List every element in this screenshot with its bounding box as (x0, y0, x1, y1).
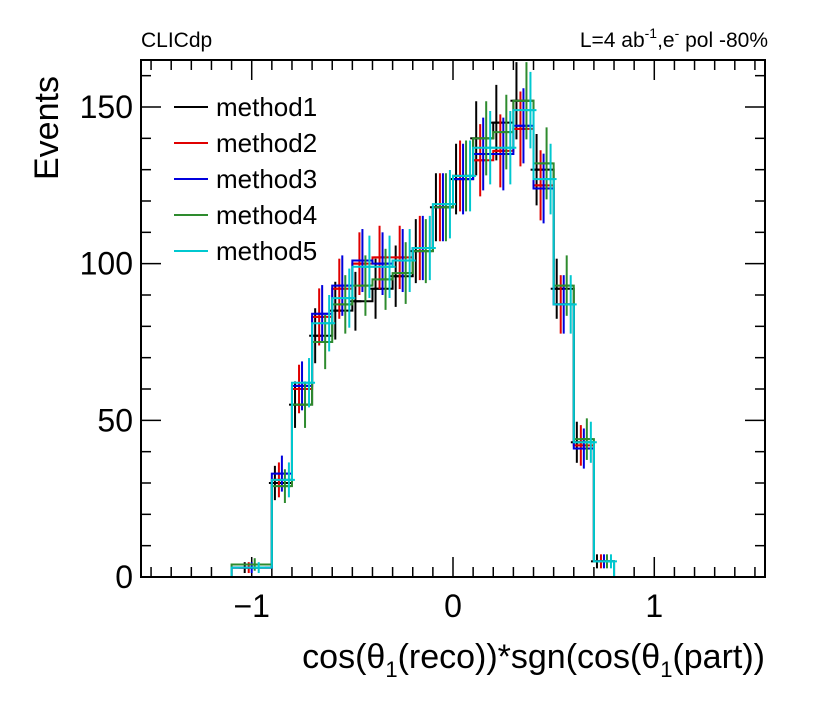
legend-label-method2: method2 (216, 128, 317, 158)
histogram-line-method3 (141, 124, 635, 578)
histogram-line-method5 (141, 109, 635, 578)
y-tick-label: 150 (80, 89, 133, 125)
header-left: CLICdp (141, 29, 212, 52)
legend-label-method5: method5 (216, 236, 317, 266)
plot-frame (140, 59, 766, 578)
x-tick-label: −1 (233, 588, 269, 624)
y-axis-title: Events (28, 76, 66, 180)
legend-label-method3: method3 (216, 164, 317, 194)
y-tick-label: 0 (115, 559, 133, 595)
legend-label-method4: method4 (216, 200, 317, 230)
histogram-line-method2 (141, 127, 635, 578)
y-tick-label: 50 (97, 402, 133, 438)
x-axis-title: cos(θ1(reco))*sgn(cos(θ1(part)) (302, 638, 765, 682)
x-tick-label: 0 (444, 588, 462, 624)
y-tick-label: 100 (80, 246, 133, 282)
histogram-line-method4 (141, 99, 635, 578)
header-right: L=4 ab-1,e- pol -80% (580, 25, 768, 52)
histogram-line-method1 (141, 99, 635, 578)
series-method2 (141, 91, 635, 578)
legend-label-method1: method1 (216, 92, 317, 122)
x-tick-label: 1 (645, 588, 663, 624)
series-method5 (141, 71, 635, 578)
